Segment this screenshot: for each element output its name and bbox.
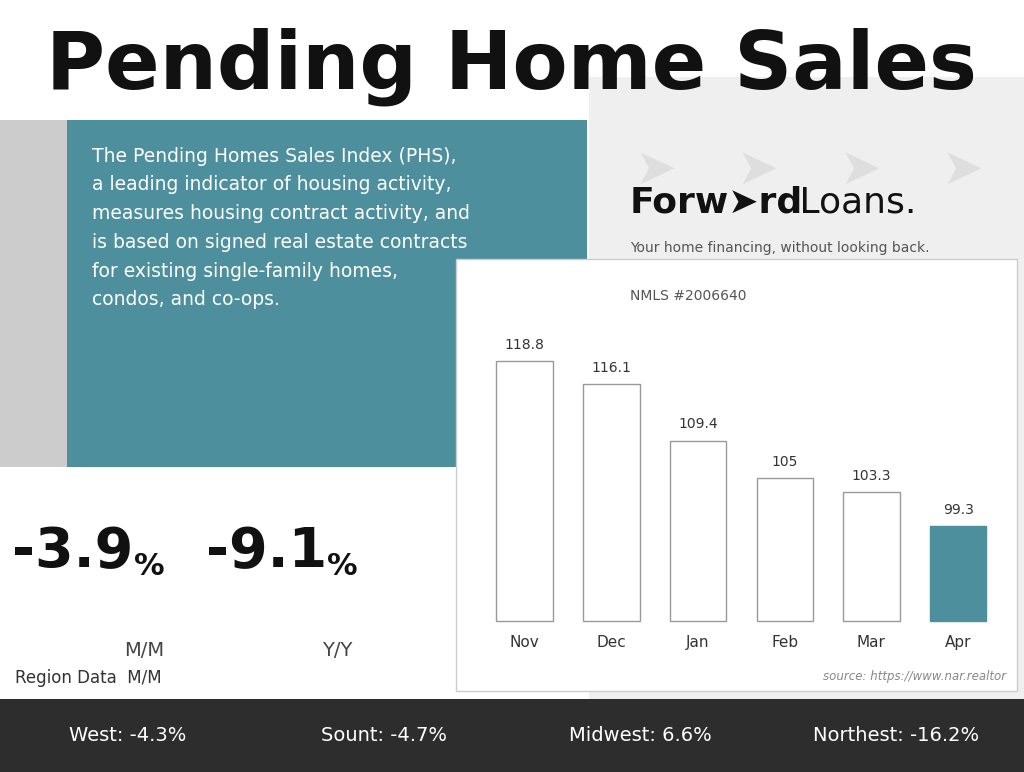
FancyBboxPatch shape — [20, 467, 461, 691]
FancyBboxPatch shape — [670, 441, 726, 621]
Text: Forw➤rd: Forw➤rd — [630, 185, 803, 219]
Text: 99.3: 99.3 — [943, 503, 974, 516]
Text: ➤: ➤ — [635, 470, 676, 518]
Text: ➤: ➤ — [635, 146, 676, 194]
FancyBboxPatch shape — [843, 493, 900, 621]
Text: Sount: -4.7%: Sount: -4.7% — [321, 726, 447, 745]
Text: ➤: ➤ — [635, 362, 676, 410]
Text: Feb: Feb — [771, 635, 799, 650]
FancyBboxPatch shape — [497, 361, 553, 621]
Text: Loans.: Loans. — [788, 185, 916, 219]
Text: ➤: ➤ — [635, 254, 676, 302]
Text: Mar: Mar — [857, 635, 886, 650]
Text: Northest: -16.2%: Northest: -16.2% — [813, 726, 979, 745]
Text: ➤: ➤ — [942, 362, 983, 410]
Text: 116.1: 116.1 — [592, 361, 631, 374]
Text: Your home financing, without looking back.: Your home financing, without looking bac… — [630, 241, 929, 255]
FancyBboxPatch shape — [589, 77, 1024, 699]
Text: ➤: ➤ — [942, 146, 983, 194]
Text: Pending Home Sales: Pending Home Sales — [46, 27, 978, 106]
FancyBboxPatch shape — [0, 120, 67, 467]
Text: NMLS #2006640: NMLS #2006640 — [630, 290, 746, 303]
Text: 105: 105 — [771, 455, 798, 469]
Text: Region Data  M/M: Region Data M/M — [15, 669, 162, 687]
Text: 109.4: 109.4 — [678, 418, 718, 432]
Text: ➤: ➤ — [737, 254, 778, 302]
FancyBboxPatch shape — [583, 384, 640, 621]
FancyBboxPatch shape — [930, 526, 986, 621]
Text: Apr: Apr — [945, 635, 972, 650]
Text: %: % — [133, 552, 164, 581]
Text: 118.8: 118.8 — [505, 338, 545, 352]
Text: -3.9: -3.9 — [12, 525, 133, 579]
FancyBboxPatch shape — [67, 120, 587, 467]
Text: Y/Y: Y/Y — [323, 641, 352, 660]
Text: ➤: ➤ — [840, 362, 881, 410]
Text: ➤: ➤ — [942, 470, 983, 518]
Text: ➤: ➤ — [737, 146, 778, 194]
Text: Midwest: 6.6%: Midwest: 6.6% — [568, 726, 712, 745]
Text: ➤: ➤ — [840, 470, 881, 518]
Text: 103.3: 103.3 — [852, 469, 891, 483]
FancyBboxPatch shape — [456, 259, 1017, 691]
FancyBboxPatch shape — [0, 699, 1024, 772]
Text: The Pending Homes Sales Index (PHS),
a leading indicator of housing activity,
me: The Pending Homes Sales Index (PHS), a l… — [92, 147, 470, 310]
Text: West: -4.3%: West: -4.3% — [70, 726, 186, 745]
FancyBboxPatch shape — [757, 478, 813, 621]
Text: -9.1: -9.1 — [206, 525, 328, 579]
Text: M/M: M/M — [124, 641, 164, 660]
Text: Dec: Dec — [596, 635, 627, 650]
Text: Jan: Jan — [686, 635, 710, 650]
Text: source: https://www.nar.realtor: source: https://www.nar.realtor — [823, 670, 1007, 683]
Text: ➤: ➤ — [737, 470, 778, 518]
Text: ➤: ➤ — [840, 254, 881, 302]
Text: %: % — [328, 552, 358, 581]
Text: Nov: Nov — [510, 635, 540, 650]
Text: ➤: ➤ — [737, 362, 778, 410]
Text: ➤: ➤ — [942, 254, 983, 302]
Text: ➤: ➤ — [840, 146, 881, 194]
